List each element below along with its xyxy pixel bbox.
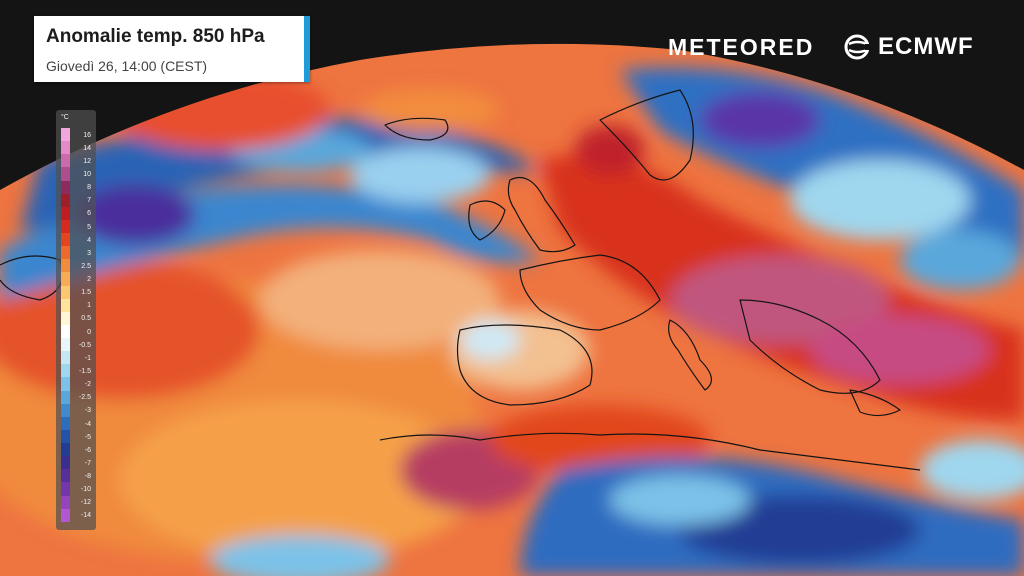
legend-label: -1 — [84, 354, 91, 362]
legend-label: 10 — [83, 170, 91, 178]
legend-swatch — [61, 141, 70, 155]
legend-label: 2 — [87, 276, 91, 284]
ecmwf-wordmark: ECMWF — [878, 33, 974, 60]
ecmwf-swirl-icon — [844, 34, 873, 60]
legend-swatch — [61, 364, 70, 378]
legend-label: -5 — [84, 433, 91, 441]
legend-swatch — [61, 193, 70, 207]
legend-label: -3 — [84, 407, 91, 415]
legend-label: -4 — [84, 420, 91, 428]
legend-label: -7 — [84, 459, 91, 467]
color-legend: °C 16 14 12 10 8 7 6 5 4 3 2.5 2 1.5 1 0.5 0 -0.5 -1 -1.5 -… — [56, 110, 96, 530]
legend-label: 4 — [87, 236, 91, 244]
legend-label: 1 — [87, 302, 91, 310]
legend-swatch — [61, 298, 70, 312]
legend-unit: °C — [61, 114, 69, 121]
ecmwf-logo: ECMWF — [843, 32, 974, 62]
legend-label: 5 — [87, 223, 91, 231]
legend-label: 16 — [83, 131, 91, 139]
legend-swatch — [61, 180, 70, 194]
legend-swatch — [61, 403, 70, 417]
meteored-logo: METEORED — [668, 34, 815, 60]
legend-swatch — [61, 219, 70, 233]
legend-swatch — [61, 259, 70, 273]
legend-swatch — [61, 154, 70, 168]
legend-label: -12 — [80, 499, 91, 507]
legend-label: 14 — [83, 144, 91, 152]
legend-label: 7 — [87, 197, 91, 205]
legend-label: 8 — [87, 184, 91, 192]
legend-label: -6 — [84, 446, 91, 454]
legend-swatch — [61, 508, 70, 522]
legend-label: -1.5 — [78, 367, 91, 375]
legend-swatch — [61, 246, 70, 260]
coastlines — [0, 89, 921, 471]
legend-swatch — [61, 338, 70, 352]
legend-swatch — [61, 351, 70, 365]
legend-swatch — [61, 390, 70, 404]
legend-label: 1.5 — [81, 289, 91, 297]
legend-swatch — [61, 285, 70, 299]
legend-label: 2.5 — [81, 262, 91, 270]
legend-swatch — [61, 206, 70, 220]
legend-swatch — [61, 429, 70, 443]
legend-swatch — [61, 272, 70, 286]
legend-swatch — [61, 167, 70, 181]
legend-color-bar — [61, 128, 70, 522]
legend-labels: 16 14 12 10 8 7 6 5 4 3 2.5 2 1.5 1 0.5 0 -0.5 -1 -1.5 -2 -2… — [73, 128, 93, 522]
legend-swatch — [61, 469, 70, 483]
legend-label: 12 — [83, 157, 91, 165]
legend-label: -14 — [80, 512, 91, 520]
legend-swatch — [61, 233, 70, 247]
legend-label: 0 — [87, 328, 91, 336]
legend-swatch — [61, 416, 70, 430]
legend-label: 6 — [87, 210, 91, 218]
legend-swatch — [61, 311, 70, 325]
legend-label: 0.5 — [81, 315, 91, 323]
legend-label: 3 — [87, 249, 91, 257]
legend-swatch — [61, 456, 70, 470]
legend-label: -2.5 — [78, 394, 91, 402]
legend-swatch — [61, 495, 70, 509]
legend-swatch — [61, 443, 70, 457]
legend-label: -2 — [84, 381, 91, 389]
legend-swatch — [61, 128, 70, 142]
legend-swatch — [61, 377, 70, 391]
map-title-panel: Anomalie temp. 850 hPa Giovedì 26, 14:00… — [34, 16, 310, 82]
legend-label: -8 — [84, 473, 91, 481]
legend-label: -0.5 — [78, 341, 91, 349]
legend-label: -10 — [80, 486, 91, 494]
map-valid-time: Giovedì 26, 14:00 (CEST) — [46, 58, 208, 74]
legend-swatch — [61, 482, 70, 496]
legend-swatch — [61, 324, 70, 338]
map-title: Anomalie temp. 850 hPa — [46, 26, 265, 47]
